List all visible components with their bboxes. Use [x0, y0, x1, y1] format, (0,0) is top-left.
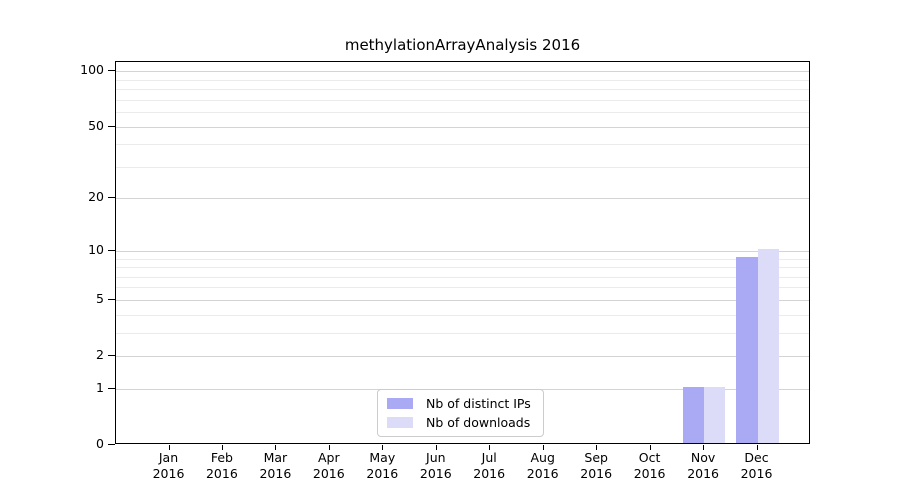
gridline-major — [116, 126, 809, 128]
x-tick-mark — [221, 445, 223, 450]
x-tick-label-jul: Jul 2016 — [459, 450, 519, 482]
x-tick-label-aug: Aug 2016 — [513, 450, 573, 482]
x-tick-month: Jul — [481, 450, 497, 465]
gridline-minor — [116, 111, 809, 113]
x-tick-mark — [649, 445, 651, 450]
y-tick-mark — [108, 444, 115, 445]
y-tick-label: 5 — [96, 290, 104, 306]
legend-swatch-downloads — [387, 417, 413, 428]
gridline-minor — [116, 89, 809, 90]
gridline-major — [116, 356, 809, 357]
gridline-minor — [116, 287, 809, 289]
legend-label: Nb of distinct IPs — [426, 396, 531, 411]
x-tick-year: 2016 — [633, 466, 666, 481]
x-tick-year: 2016 — [152, 466, 185, 481]
y-tick-mark — [108, 298, 115, 300]
gridline-minor — [116, 332, 809, 334]
x-tick-year: 2016 — [205, 466, 238, 481]
chart-title: methylationArrayAnalysis 2016 — [344, 36, 581, 54]
x-tick-mark — [756, 445, 758, 450]
gridline-major — [116, 299, 809, 301]
x-tick-label-sep: Sep 2016 — [566, 450, 626, 482]
x-tick-month: Sep — [584, 450, 608, 465]
legend: Nb of distinct IPs Nb of downloads — [377, 389, 544, 437]
x-tick-year: 2016 — [366, 466, 399, 481]
x-tick-year: 2016 — [312, 466, 345, 481]
y-tick-mark — [108, 355, 115, 356]
x-tick-year: 2016 — [740, 466, 773, 481]
y-tick-mark — [108, 249, 115, 251]
x-tick-month: Dec — [744, 450, 769, 465]
x-tick-label-dec: Dec 2016 — [727, 450, 787, 482]
x-tick-label-jun: Jun 2016 — [406, 450, 466, 482]
gridline-minor — [116, 267, 809, 268]
x-tick-label-may: May 2016 — [352, 450, 412, 482]
bar-nov-downloads — [704, 386, 726, 443]
y-tick-mark — [108, 125, 115, 127]
x-tick-mark — [489, 445, 491, 450]
x-tick-month: Jun — [426, 450, 446, 465]
x-tick-year: 2016 — [473, 466, 506, 481]
x-tick-mark — [328, 445, 330, 450]
gridline-minor — [116, 99, 809, 101]
x-tick-month: Jan — [158, 450, 179, 465]
x-tick-year: 2016 — [419, 466, 452, 481]
gridline-minor — [116, 144, 809, 146]
x-tick-mark — [382, 445, 384, 450]
x-tick-label-feb: Feb 2016 — [192, 450, 252, 482]
y-tick-label: 50 — [88, 117, 104, 133]
bar-dec-distinct-ips — [736, 256, 758, 443]
x-tick-mark — [703, 445, 705, 450]
x-tick-mark — [596, 445, 598, 450]
y-tick-label: 0 — [96, 436, 104, 451]
x-tick-label-mar: Mar 2016 — [245, 450, 305, 482]
legend-row-downloads: Nb of downloads — [387, 415, 531, 430]
y-tick-mark — [108, 197, 115, 199]
legend-label: Nb of downloads — [426, 415, 531, 430]
x-tick-month: Aug — [530, 450, 555, 465]
x-tick-mark — [435, 445, 437, 450]
gridline-major — [116, 71, 809, 73]
gridline-minor — [116, 314, 809, 316]
y-tick-mark — [108, 387, 115, 389]
x-tick-month: Nov — [690, 450, 716, 465]
x-tick-year: 2016 — [526, 466, 559, 481]
y-tick-label: 10 — [88, 241, 104, 257]
y-tick-mark — [108, 70, 115, 72]
plot-area — [115, 61, 810, 444]
x-tick-label-nov: Nov 2016 — [673, 450, 733, 482]
x-tick-label-apr: Apr 2016 — [299, 450, 359, 482]
legend-row-distinct-ips: Nb of distinct IPs — [387, 396, 531, 411]
x-tick-month: Mar — [263, 450, 288, 465]
x-tick-month: Oct — [638, 450, 661, 465]
gridline-major — [116, 198, 809, 200]
x-tick-mark — [275, 445, 277, 450]
x-tick-month: Feb — [210, 450, 233, 465]
gridline-minor — [116, 166, 809, 168]
bar-nov-distinct-ips — [682, 386, 705, 443]
x-tick-year: 2016 — [259, 466, 292, 481]
y-tick-label: 20 — [88, 189, 104, 205]
x-tick-label-jan: Jan 2016 — [139, 450, 199, 482]
x-tick-year: 2016 — [580, 466, 613, 481]
gridline-minor — [116, 258, 809, 260]
x-tick-mark — [542, 445, 544, 450]
gridline-major — [116, 250, 809, 252]
x-tick-month: May — [369, 450, 396, 465]
x-tick-month: Apr — [317, 450, 340, 465]
legend-swatch-distinct-ips — [387, 398, 413, 409]
bar-dec-downloads — [757, 248, 779, 443]
x-tick-year: 2016 — [687, 466, 719, 481]
x-tick-mark — [168, 445, 170, 450]
y-tick-label: 1 — [96, 379, 104, 395]
gridline-minor — [116, 79, 809, 81]
y-tick-label: 2 — [96, 347, 104, 362]
y-tick-label: 100 — [80, 62, 104, 78]
gridline-minor — [116, 276, 809, 278]
x-tick-label-oct: Oct 2016 — [620, 450, 680, 482]
